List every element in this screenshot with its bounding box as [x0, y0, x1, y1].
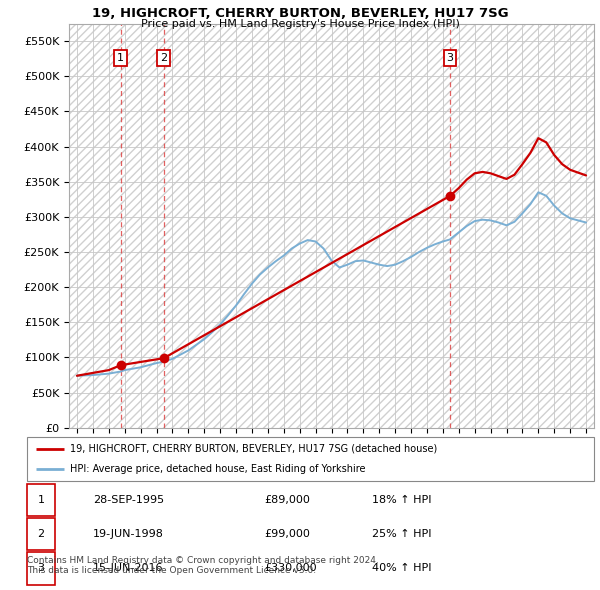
Text: 25% ↑ HPI: 25% ↑ HPI — [372, 529, 431, 539]
Text: £330,000: £330,000 — [264, 563, 317, 573]
Text: 18% ↑ HPI: 18% ↑ HPI — [372, 495, 431, 505]
Text: 1: 1 — [38, 495, 44, 505]
Text: 19-JUN-1998: 19-JUN-1998 — [93, 529, 164, 539]
Text: 3: 3 — [446, 53, 454, 63]
FancyBboxPatch shape — [27, 437, 594, 481]
Text: 15-JUN-2016: 15-JUN-2016 — [93, 563, 163, 573]
Text: £99,000: £99,000 — [264, 529, 310, 539]
Text: 3: 3 — [38, 563, 44, 573]
Text: 1: 1 — [117, 53, 124, 63]
Text: Contains HM Land Registry data © Crown copyright and database right 2024.
This d: Contains HM Land Registry data © Crown c… — [27, 556, 379, 575]
Text: 40% ↑ HPI: 40% ↑ HPI — [372, 563, 431, 573]
Text: HPI: Average price, detached house, East Riding of Yorkshire: HPI: Average price, detached house, East… — [70, 464, 365, 474]
Text: 2: 2 — [37, 529, 44, 539]
Text: 28-SEP-1995: 28-SEP-1995 — [93, 495, 164, 505]
Text: Price paid vs. HM Land Registry's House Price Index (HPI): Price paid vs. HM Land Registry's House … — [140, 19, 460, 30]
Text: 19, HIGHCROFT, CHERRY BURTON, BEVERLEY, HU17 7SG: 19, HIGHCROFT, CHERRY BURTON, BEVERLEY, … — [92, 7, 508, 20]
Text: 19, HIGHCROFT, CHERRY BURTON, BEVERLEY, HU17 7SG (detached house): 19, HIGHCROFT, CHERRY BURTON, BEVERLEY, … — [70, 444, 437, 454]
Text: 2: 2 — [160, 53, 167, 63]
Text: £89,000: £89,000 — [264, 495, 310, 505]
